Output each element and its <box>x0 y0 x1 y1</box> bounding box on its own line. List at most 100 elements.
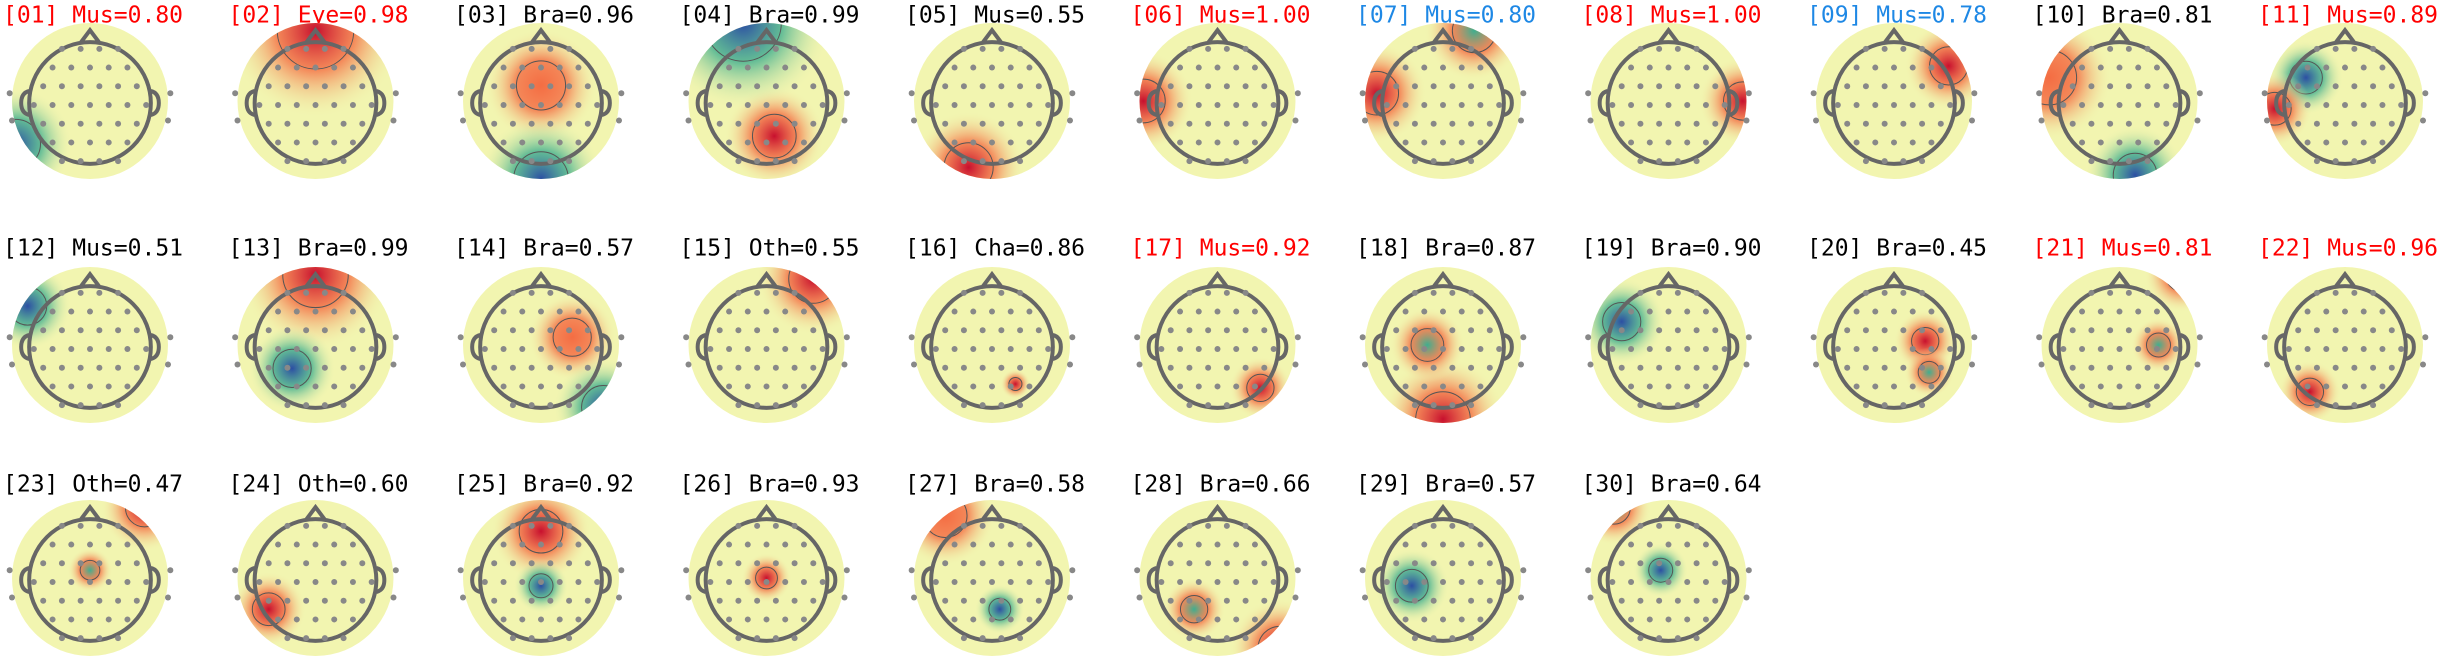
electrode <box>1421 383 1428 390</box>
electrode <box>1468 364 1475 371</box>
electrode <box>2370 289 2377 296</box>
electrode <box>744 64 751 71</box>
electrode <box>1628 541 1635 548</box>
electrode <box>124 64 131 71</box>
ear-right <box>1503 333 1514 361</box>
electrode <box>1468 597 1475 604</box>
electrode <box>1440 579 1446 585</box>
topomap: [25] Bra=0.92 <box>454 472 634 656</box>
electrode <box>2332 402 2339 409</box>
electrode <box>303 120 310 127</box>
electrode <box>2351 402 2358 409</box>
topomap: [11] Mus=0.89 <box>2258 3 2438 179</box>
head <box>252 517 379 643</box>
electrode <box>87 64 93 71</box>
electrode <box>547 364 554 371</box>
electrode <box>979 289 986 296</box>
electrode <box>1872 346 1879 352</box>
electrode <box>1205 597 1212 604</box>
electrode <box>528 45 535 52</box>
electrode <box>115 120 122 127</box>
electrode <box>2370 83 2377 90</box>
electrode <box>979 120 986 127</box>
electrode <box>2153 346 2160 352</box>
electrode <box>331 102 338 108</box>
contour <box>282 267 349 309</box>
electrode <box>2351 364 2358 371</box>
electrode <box>1205 45 1212 52</box>
electrode <box>1393 83 1400 90</box>
electrode <box>1646 308 1653 315</box>
electrode <box>1186 158 1193 165</box>
electrode <box>1743 117 1750 124</box>
electrode <box>1862 327 1869 334</box>
electrode <box>1402 541 1409 548</box>
electrode <box>744 346 751 352</box>
electrode <box>284 289 291 296</box>
electrode <box>584 560 591 567</box>
electrode <box>538 383 544 390</box>
blob <box>1904 347 1955 398</box>
electrode <box>1195 616 1202 623</box>
electrode <box>1674 158 1681 165</box>
electrode <box>1928 64 1935 71</box>
contour <box>1179 595 1209 624</box>
electrode <box>566 597 573 604</box>
electrode <box>566 364 573 371</box>
electrode <box>1872 383 1879 390</box>
electrode <box>312 308 319 315</box>
electrode <box>547 158 554 165</box>
electrode <box>566 158 573 165</box>
topomap: [04] Bra=0.99 <box>680 3 860 179</box>
electrode <box>1743 361 1750 368</box>
head <box>703 284 830 410</box>
electrode <box>2163 327 2170 334</box>
electrode <box>1440 64 1446 71</box>
electrode <box>331 139 338 146</box>
electrode <box>716 364 723 371</box>
electrode <box>942 364 949 371</box>
electrode <box>1242 597 1249 604</box>
electrode <box>293 139 300 146</box>
contour <box>552 317 592 357</box>
electrode <box>312 346 319 352</box>
electrode <box>908 90 915 97</box>
topomap: [26] Bra=0.93 <box>680 472 860 656</box>
electrode <box>1853 139 1860 146</box>
electrode <box>115 364 122 371</box>
nose <box>1657 503 1680 521</box>
electrode <box>1891 102 1897 108</box>
electrode <box>1402 383 1409 390</box>
electrode <box>685 361 692 368</box>
electrode <box>1721 102 1728 108</box>
electrode <box>1223 83 1230 90</box>
electrode <box>509 522 516 529</box>
electrode <box>1585 567 1592 574</box>
electrode <box>744 308 751 315</box>
electrode <box>359 597 366 604</box>
electrode <box>998 327 1005 334</box>
electrode <box>1684 308 1691 315</box>
electrode <box>538 346 544 352</box>
electrode <box>2038 117 2045 124</box>
electrode <box>979 83 986 90</box>
electrode <box>1195 383 1202 390</box>
electrode <box>1440 346 1446 352</box>
map-blobs <box>1374 548 1450 624</box>
electrode <box>1919 364 1926 371</box>
electrode <box>782 541 789 548</box>
electrode <box>1909 139 1916 146</box>
electrode <box>303 327 310 334</box>
electrode <box>1458 346 1465 352</box>
nose <box>2334 26 2356 44</box>
electrode <box>726 579 733 585</box>
electrode <box>1223 327 1230 334</box>
electrode <box>2088 158 2095 165</box>
electrode <box>49 346 56 352</box>
electrode <box>1520 567 1527 574</box>
head <box>1605 517 1732 643</box>
electrode <box>293 346 300 352</box>
electrode <box>1693 45 1700 52</box>
electrode <box>232 567 239 574</box>
electrode <box>1411 83 1418 90</box>
